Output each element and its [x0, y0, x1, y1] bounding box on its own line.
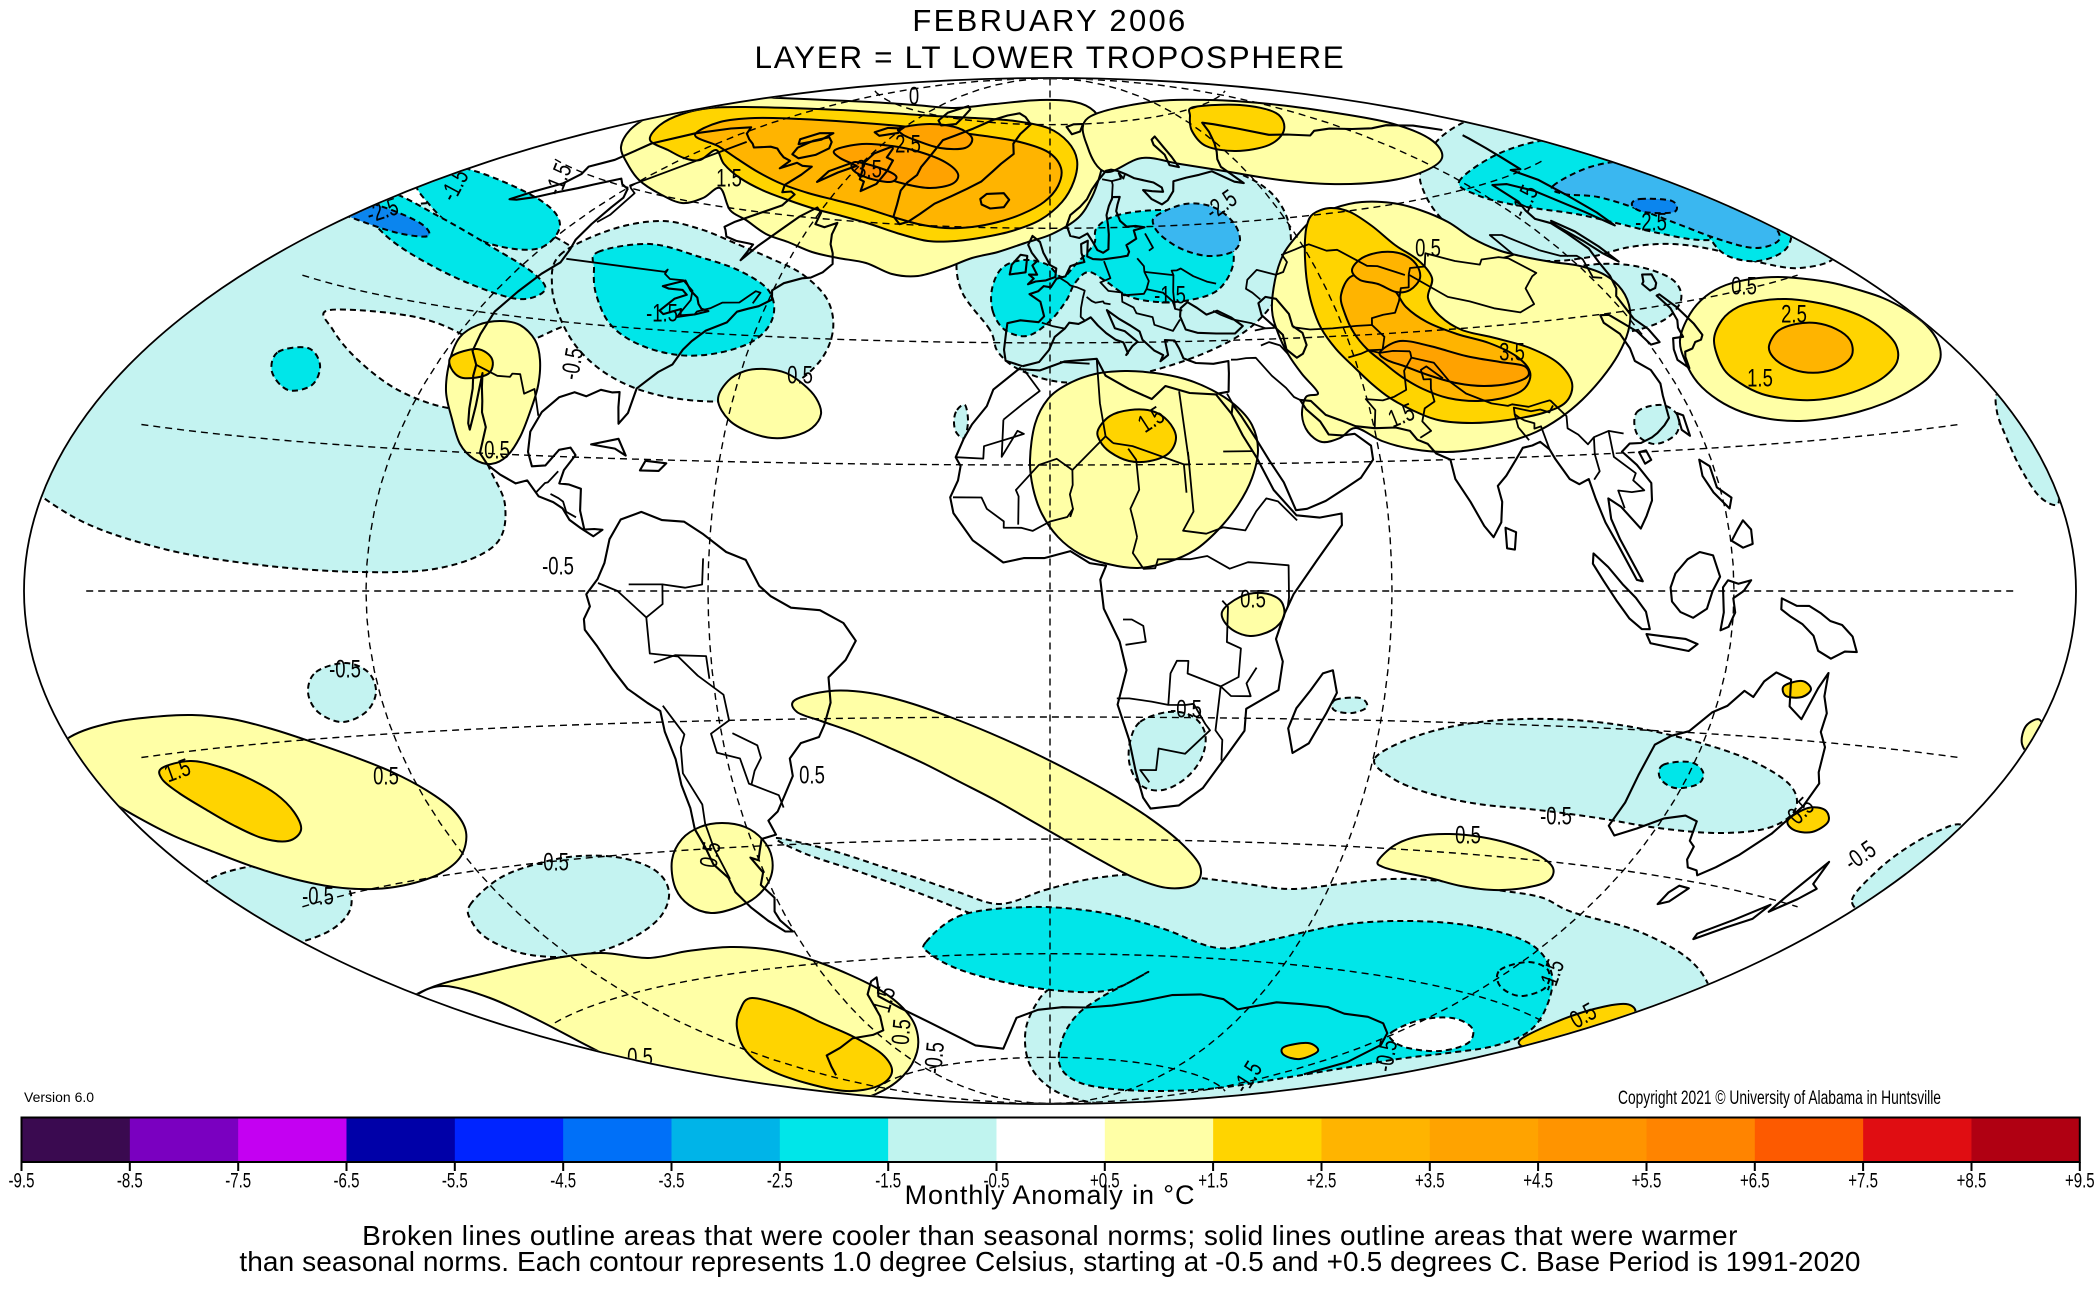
svg-text:0.5: 0.5 — [694, 840, 726, 870]
svg-text:-8.5: -8.5 — [117, 1168, 143, 1192]
svg-text:+7.5: +7.5 — [1848, 1168, 1878, 1192]
svg-text:0.5: 0.5 — [373, 762, 399, 790]
svg-text:0.5: 0.5 — [799, 761, 825, 789]
svg-text:-0.5: -0.5 — [1170, 695, 1202, 723]
svg-text:-0.5: -0.5 — [1369, 1038, 1403, 1074]
svg-text:-1.5: -1.5 — [1154, 281, 1186, 309]
svg-text:-5.5: -5.5 — [442, 1168, 468, 1192]
svg-text:-2.5: -2.5 — [767, 1168, 793, 1192]
svg-text:0.5: 0.5 — [484, 436, 510, 464]
svg-text:+1.5: +1.5 — [1198, 1168, 1228, 1192]
svg-text:1.5: 1.5 — [1747, 364, 1773, 392]
svg-text:+2.5: +2.5 — [1307, 1168, 1337, 1192]
svg-text:-0.5: -0.5 — [1540, 802, 1572, 830]
svg-text:-0.5: -0.5 — [919, 1041, 950, 1075]
svg-text:-4.5: -4.5 — [550, 1168, 576, 1192]
svg-text:-0.5: -0.5 — [302, 882, 334, 910]
svg-text:-0.5: -0.5 — [542, 552, 574, 580]
svg-text:3.5: 3.5 — [1499, 338, 1525, 366]
svg-text:-3.5: -3.5 — [659, 1168, 685, 1192]
svg-text:+3.5: +3.5 — [1415, 1168, 1445, 1192]
svg-text:-0.5: -0.5 — [329, 655, 361, 683]
svg-text:0: 0 — [909, 82, 919, 110]
svg-text:+8.5: +8.5 — [1957, 1168, 1987, 1192]
svg-text:-7.5: -7.5 — [225, 1168, 251, 1192]
svg-text:+6.5: +6.5 — [1740, 1168, 1770, 1192]
svg-text:0.5: 0.5 — [1731, 272, 1757, 300]
svg-text:0.5: 0.5 — [1240, 585, 1266, 613]
svg-text:2.5: 2.5 — [1781, 300, 1807, 328]
svg-text:1.5: 1.5 — [716, 164, 742, 192]
svg-text:-2.5: -2.5 — [1635, 208, 1667, 236]
svg-text:-0.5: -0.5 — [984, 1168, 1010, 1192]
svg-text:+9.5: +9.5 — [2065, 1168, 2095, 1192]
svg-text:0.5: 0.5 — [886, 1018, 917, 1046]
svg-text:0.5: 0.5 — [1415, 234, 1441, 262]
svg-text:+5.5: +5.5 — [1632, 1168, 1662, 1192]
svg-text:-1.5: -1.5 — [875, 1168, 901, 1192]
svg-text:-9.5: -9.5 — [9, 1168, 35, 1192]
svg-text:0.5: 0.5 — [787, 361, 813, 389]
svg-text:+4.5: +4.5 — [1523, 1168, 1553, 1192]
svg-text:+0.5: +0.5 — [1090, 1168, 1120, 1192]
svg-text:0.5: 0.5 — [1455, 821, 1481, 849]
svg-text:2.5: 2.5 — [895, 130, 921, 158]
svg-text:-6.5: -6.5 — [334, 1168, 360, 1192]
svg-text:-0.5: -0.5 — [555, 346, 589, 382]
svg-text:-0.5: -0.5 — [537, 848, 569, 876]
svg-text:3.5: 3.5 — [856, 155, 882, 183]
svg-text:-1.5: -1.5 — [646, 299, 678, 327]
